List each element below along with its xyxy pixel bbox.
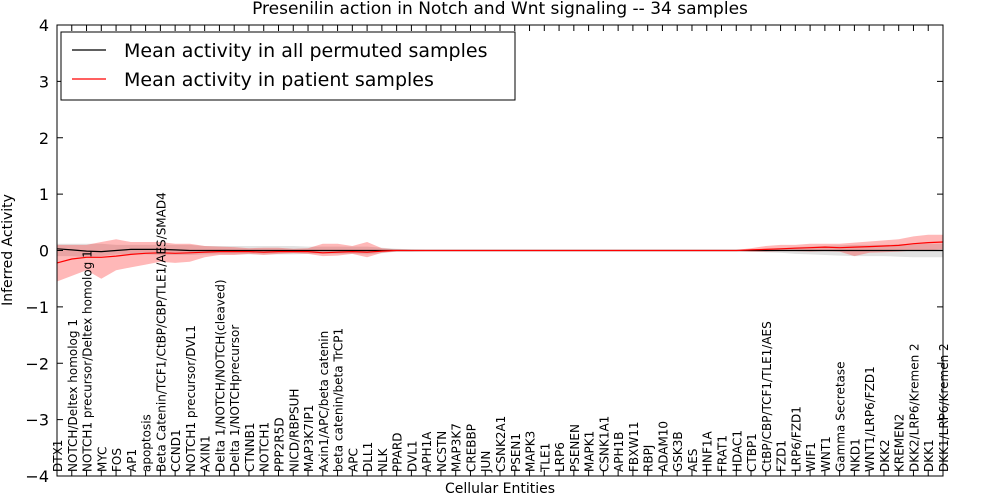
y-tick-label: 4 — [39, 16, 49, 35]
x-tick-label: MAPK1 — [583, 431, 597, 472]
x-tick-label: Delta 1/NOTCHprecursor — [228, 325, 242, 472]
x-tick-label: MYC — [95, 447, 109, 472]
x-tick-label: beta catenin/beta TrCP1 — [332, 328, 346, 472]
x-tick-label: ADAM10 — [656, 421, 670, 472]
x-tick-label: apoptosis — [140, 414, 154, 472]
y-axis-label: Inferred Activity — [0, 194, 16, 306]
x-tick-label: FRAT1 — [716, 435, 730, 472]
x-tick-label: CREBBP — [465, 424, 479, 472]
x-tick-label: JUN — [479, 451, 493, 473]
x-tick-label: DKK1 — [922, 439, 936, 472]
y-tick-label: 1 — [39, 185, 49, 204]
x-tick-label: DKK2/LRP6/Kremen 2 — [908, 343, 922, 472]
x-tick-label: WNT1/LRP6/FZD1 — [863, 366, 877, 472]
confidence-bands — [57, 234, 943, 282]
x-tick-label: GSK3B — [671, 431, 685, 472]
x-tick-label: FZD1 — [775, 440, 789, 472]
x-tick-label: Delta 1/NOTCH/NOTCH(cleaved) — [213, 279, 227, 472]
y-tick-label: 3 — [39, 72, 49, 91]
x-tick-label: CTNNB1 — [243, 422, 257, 472]
x-tick-label: Beta Catenin/TCF1/CtBP/CBP/TLE1/AES/SMAD… — [154, 192, 168, 472]
x-tick-label: LRP6 — [553, 442, 567, 472]
x-tick-label: NCSTN — [435, 431, 449, 472]
x-tick-label: HNF1A — [701, 430, 715, 472]
x-tick-label: TLE1 — [538, 443, 552, 473]
x-tick-label: NKD1 — [848, 438, 862, 472]
x-tick-label: AP1 — [125, 449, 139, 472]
x-tick-label: APH1B — [612, 432, 626, 472]
x-tick-label: HDAC1 — [730, 430, 744, 472]
x-tick-label: CTBP1 — [745, 433, 759, 472]
x-tick-label: AES — [686, 449, 700, 472]
x-tick-label: APH1A — [420, 431, 434, 472]
x-tick-label: NICD/RBPSUH — [287, 389, 301, 472]
x-tick-label: DVL1 — [405, 440, 419, 472]
x-tick-label: MAP3K7IP1 — [302, 405, 316, 472]
y-tick-label: 0 — [39, 242, 49, 261]
x-tick-label: PPARD — [391, 433, 405, 473]
x-tick-label: FOS — [110, 448, 124, 472]
x-tick-label: Gamma Secretase — [834, 361, 848, 472]
x-tick-label: Axin1/APC/beta catenin — [317, 331, 331, 472]
x-tick-label: PSENEN — [568, 424, 582, 472]
x-tick-label: LRP6/FZD1 — [789, 406, 803, 472]
x-tick-label: NOTCH1 precursor/DVL1 — [184, 325, 198, 472]
plot-frame — [56, 24, 944, 477]
y-tick-label: −4 — [25, 467, 49, 486]
x-tick-label: PPP2R5D — [273, 417, 287, 472]
legend-label-patient: Mean activity in patient samples — [124, 69, 434, 91]
x-tick-label: CSNK1A1 — [597, 416, 611, 472]
x-tick-label: KREMEN2 — [893, 414, 907, 472]
band-patient — [57, 234, 943, 282]
y-tick-label: −3 — [25, 411, 49, 430]
x-tick-label: DKK1/LRP6/Kremen 2 — [937, 343, 951, 472]
y-axis: −4 −3 −2 −1 0 1 2 3 4 — [25, 16, 943, 486]
x-tick-label: CtBP/CBP/TCF1/TLE1/AES — [760, 321, 774, 472]
x-axis-label: Cellular Entities — [445, 481, 555, 497]
x-tick-label: AXIN1 — [199, 435, 213, 472]
x-tick-label: NLK — [376, 447, 390, 472]
x-tick-label: NOTCH1 precursor/Deltex homolog 1 — [81, 250, 95, 472]
x-tick-label: DLL1 — [361, 442, 375, 472]
legend-box — [60, 31, 516, 101]
x-tick-label: CSNK2A1 — [494, 416, 508, 472]
x-tick-label: WIF1 — [804, 442, 818, 472]
y-tick-label: −1 — [25, 298, 49, 317]
series-lines — [56, 241, 944, 264]
x-tick-label: MAP3K7 — [450, 423, 464, 472]
x-tick-label: PSEN1 — [509, 433, 523, 472]
legend: Mean activity in all permuted samples Me… — [60, 31, 516, 101]
x-tick-label: FBXW11 — [627, 422, 641, 473]
x-tick-label: DTX1 — [51, 440, 65, 472]
x-tick-label: DKK2 — [878, 439, 892, 472]
x-tick-label: RBPJ — [642, 445, 656, 472]
x-axis: DTX1 NOTCH/Deltex homolog 1 NOTCH1 precurs… — [51, 25, 951, 476]
x-tick-label: NOTCH/Deltex homolog 1 — [66, 319, 80, 472]
y-tick-label: 2 — [39, 129, 49, 148]
x-tick-label: APC — [346, 448, 360, 472]
x-tick-label: WNT1 — [819, 436, 833, 472]
x-tick-label: NOTCH1 — [258, 422, 272, 472]
line-patient — [56, 241, 944, 264]
y-tick-label: −2 — [25, 354, 49, 373]
x-tick-label: CCND1 — [169, 429, 183, 472]
chart-title: Presenilin action in Notch and Wnt signa… — [252, 0, 748, 19]
legend-label-permuted: Mean activity in all permuted samples — [124, 40, 487, 62]
x-tick-label: MAPK3 — [524, 431, 538, 472]
